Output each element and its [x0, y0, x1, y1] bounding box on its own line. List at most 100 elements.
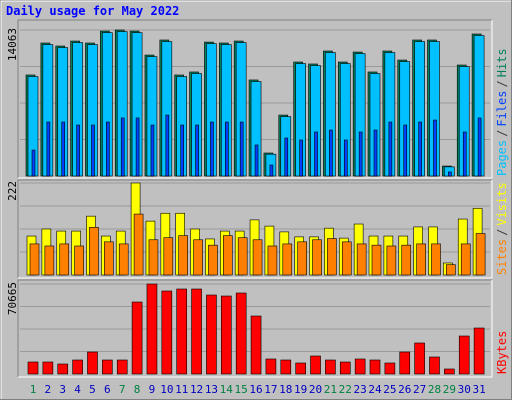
bar [310, 355, 321, 375]
bar [27, 361, 39, 375]
bar [133, 213, 144, 276]
x-tick-label: 24 [368, 383, 382, 396]
x-tick-label: 15 [235, 383, 248, 396]
x-tick-label: 21 [324, 383, 337, 396]
bar [414, 342, 425, 375]
bar [433, 119, 437, 177]
bar [59, 243, 70, 276]
bar [193, 239, 203, 276]
bar [89, 227, 99, 276]
bar [135, 117, 140, 177]
bar [314, 131, 318, 177]
bar [386, 245, 397, 276]
bar [418, 121, 422, 177]
bar [265, 358, 277, 375]
bar [131, 301, 143, 375]
x-tick-label: 10 [160, 383, 173, 396]
x-tick-label: 3 [59, 383, 66, 396]
legend-entry: Hits [495, 48, 509, 77]
x-tick-label: 14 [220, 383, 234, 396]
bar [401, 244, 412, 276]
panel-bevel [17, 19, 492, 178]
x-tick-label: 13 [205, 383, 218, 396]
x-tick-label: 7 [119, 383, 126, 396]
panel-bevel [17, 179, 492, 278]
bar [444, 368, 455, 375]
bar [178, 235, 188, 276]
bar [327, 238, 337, 276]
bar [431, 243, 441, 276]
bar [403, 124, 408, 177]
bar [448, 171, 452, 177]
bar [477, 117, 482, 177]
bar [475, 233, 486, 276]
x-tick-label: 29 [443, 383, 456, 396]
x-tick-label: 28 [428, 383, 441, 396]
bar [329, 129, 333, 177]
bar [369, 359, 381, 375]
bar [295, 362, 306, 375]
x-tick-label: 19 [294, 383, 307, 396]
bar [299, 139, 303, 177]
bar [458, 335, 470, 375]
bar [269, 164, 274, 177]
bar [384, 362, 396, 375]
legend: Sites / Visits [495, 182, 509, 275]
x-tick-label: 31 [472, 383, 485, 396]
bar [120, 117, 125, 177]
bar [46, 121, 51, 177]
bar [399, 351, 411, 375]
bar [388, 121, 393, 177]
bar [356, 243, 367, 276]
bar [42, 361, 54, 375]
bar [165, 114, 170, 177]
bar [267, 245, 278, 276]
bar [446, 264, 456, 276]
bar [61, 121, 66, 177]
bar [163, 237, 174, 276]
bar [252, 239, 263, 276]
legend-entry: Pages [495, 140, 509, 176]
bar [31, 149, 36, 177]
legend-separator: / [495, 229, 509, 236]
panel-bevel [18, 20, 493, 179]
bar [280, 359, 292, 375]
bar [29, 243, 40, 276]
bar [339, 361, 351, 375]
x-tick-label: 11 [175, 383, 188, 396]
bar [191, 288, 202, 375]
x-tick-label: 8 [134, 383, 141, 396]
y-tick-label: 70665 [6, 282, 19, 315]
bar [150, 124, 155, 177]
legend-separator: / [495, 80, 509, 87]
bar [312, 239, 322, 276]
x-tick-label: 9 [149, 383, 156, 396]
bar [297, 241, 307, 276]
bar [429, 356, 440, 375]
bar [371, 244, 382, 276]
bar [341, 241, 352, 276]
x-tick-label: 22 [339, 383, 352, 396]
bar [104, 241, 114, 276]
bar [354, 358, 366, 375]
bar [87, 351, 98, 375]
bar [76, 124, 80, 177]
bar [221, 295, 232, 375]
bar [343, 139, 348, 177]
bar [161, 290, 173, 375]
legend-entry: Files [495, 91, 509, 127]
x-tick-label: 25 [383, 383, 396, 396]
x-tick-label: 27 [413, 383, 426, 396]
bar [239, 121, 244, 177]
bar [225, 121, 229, 177]
y-tick-label: 222 [6, 181, 19, 201]
bar [206, 294, 217, 375]
x-tick-label: 6 [104, 383, 111, 396]
bar [176, 288, 187, 375]
bar [72, 359, 83, 375]
x-tick-label: 20 [309, 383, 322, 396]
x-tick-label: 12 [190, 383, 203, 396]
